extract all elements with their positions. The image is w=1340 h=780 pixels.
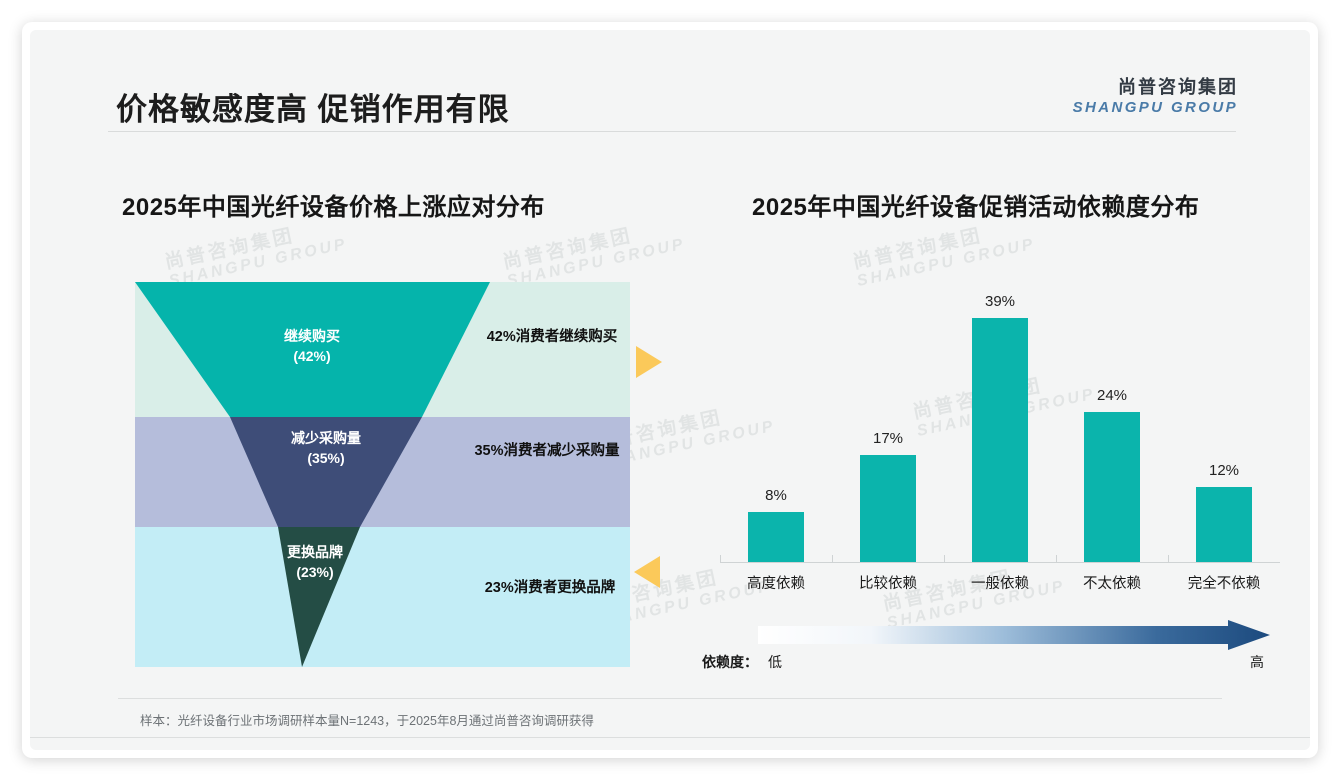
funnel-chart: 继续购买 (42%) 减少采购量 (35%) 更换品牌 (23%) 42%消费者… bbox=[112, 270, 652, 680]
bar-column[interactable]: 12% 完全不依赖 bbox=[1168, 280, 1280, 592]
funnel-description-1: 35%消费者减少采购量 bbox=[474, 443, 620, 459]
slide-content: 尚普咨询集团 SHANGPU GROUP 尚普咨询集团 SHANGPU GROU… bbox=[30, 30, 1310, 750]
copyright-text: ©2025.10 SHANGPU GROUP bbox=[88, 749, 257, 750]
x-axis-tick bbox=[944, 555, 945, 562]
funnel-segment-label-1: 减少采购量 (35%) bbox=[246, 428, 406, 468]
funnel-segment-name-0: 继续购买 bbox=[284, 328, 340, 344]
bar-chart: 8% 高度依赖 17% 比较依赖 39% 一般依赖 24% 不太依赖 12% 完全不依赖 bbox=[702, 280, 1282, 592]
funnel-segment-label-2: 更换品牌 (23%) bbox=[245, 542, 385, 582]
play-right-icon bbox=[636, 346, 662, 378]
slide-card: 尚普咨询集团 SHANGPU GROUP 尚普咨询集团 SHANGPU GROU… bbox=[22, 22, 1318, 758]
funnel-segment-name-2: 更换品牌 bbox=[287, 544, 343, 560]
note-divider bbox=[118, 698, 1222, 699]
website-link[interactable]: www.shangpu-china.com bbox=[1113, 749, 1252, 750]
bar-column[interactable]: 8% 高度依赖 bbox=[720, 280, 832, 592]
logo-text-en: SHANGPU GROUP bbox=[1072, 99, 1238, 116]
x-axis-tick bbox=[1168, 555, 1169, 562]
bar-rect[interactable] bbox=[972, 318, 1028, 562]
x-axis-category-label: 完全不依赖 bbox=[1187, 576, 1261, 592]
play-left-icon bbox=[634, 556, 660, 588]
x-axis-tick bbox=[832, 555, 833, 562]
bar-rect[interactable] bbox=[860, 455, 916, 562]
bar-column[interactable]: 17% 比较依赖 bbox=[832, 280, 944, 592]
funnel-description-0: 42%消费者继续购买 bbox=[486, 329, 618, 345]
right-chart-title: 2025年中国光纤设备促销活动依赖度分布 bbox=[752, 194, 1200, 221]
bar-plot-area: 8% 高度依赖 17% 比较依赖 39% 一般依赖 24% 不太依赖 12% 完全不依赖 bbox=[720, 280, 1280, 592]
logo-text-cn: 尚普咨询集团 bbox=[1118, 77, 1238, 97]
funnel-segment-1 bbox=[230, 417, 422, 527]
bar-column[interactable]: 39% 一般依赖 bbox=[944, 280, 1056, 592]
bar-value-label: 39% bbox=[984, 293, 1016, 310]
bar-value-label: 24% bbox=[1096, 387, 1128, 404]
header-divider bbox=[108, 131, 1236, 132]
funnel-segment-pct-0: (42%) bbox=[293, 348, 331, 364]
x-axis-tick bbox=[1056, 555, 1057, 562]
footer-divider bbox=[30, 737, 1310, 738]
bar-value-label: 17% bbox=[872, 430, 904, 447]
bar-column[interactable]: 24% 不太依赖 bbox=[1056, 280, 1168, 592]
source-note: 样本：光纤设备行业市场调研样本量N=1243，于2025年8月通过尚普咨询调研获… bbox=[140, 714, 594, 728]
bar-rect[interactable] bbox=[1196, 487, 1252, 562]
gradient-arrow-icon bbox=[758, 620, 1270, 650]
funnel-segment-2 bbox=[278, 527, 360, 667]
bar-rect[interactable] bbox=[1084, 412, 1140, 562]
watermark: 尚普咨询集团 SHANGPU GROUP bbox=[850, 210, 1037, 291]
dependency-legend: 依赖度： 低 高 bbox=[702, 620, 1282, 680]
legend-low-label: 低 bbox=[768, 654, 782, 670]
funnel-segment-name-1: 减少采购量 bbox=[291, 430, 361, 446]
funnel-segment-pct-2: (23%) bbox=[296, 564, 334, 580]
funnel-segment-label-0: 继续购买 (42%) bbox=[232, 326, 392, 366]
bar-value-label: 12% bbox=[1208, 462, 1240, 479]
left-chart-title: 2025年中国光纤设备价格上涨应对分布 bbox=[122, 194, 545, 221]
x-axis-line bbox=[720, 562, 1280, 563]
x-axis-category-label: 一般依赖 bbox=[971, 576, 1029, 592]
x-axis-category-label: 比较依赖 bbox=[859, 576, 917, 592]
funnel-segment-0 bbox=[135, 282, 490, 417]
bar-rect[interactable] bbox=[748, 512, 804, 562]
footer: ©2025.10 SHANGPU GROUP www.shangpu-china… bbox=[30, 738, 1310, 750]
funnel-segment-pct-1: (35%) bbox=[307, 450, 345, 466]
legend-caption: 依赖度： bbox=[702, 654, 758, 670]
bar-value-label: 8% bbox=[765, 487, 787, 504]
funnel-band-2 bbox=[135, 527, 630, 667]
funnel-description-2: 23%消费者更换品牌 bbox=[484, 580, 616, 596]
x-axis-tick bbox=[720, 555, 721, 562]
brand-logo: 尚普咨询集团 SHANGPU GROUP bbox=[1073, 76, 1238, 118]
funnel-svg bbox=[135, 282, 630, 667]
x-axis-category-label: 不太依赖 bbox=[1083, 576, 1141, 592]
legend-high-label: 高 bbox=[1250, 654, 1264, 670]
x-axis-category-label: 高度依赖 bbox=[747, 576, 805, 592]
header: 价格敏感度高 促销作用有限 尚普咨询集团 SHANGPU GROUP bbox=[30, 30, 1310, 132]
page-title: 价格敏感度高 促销作用有限 bbox=[116, 92, 510, 127]
